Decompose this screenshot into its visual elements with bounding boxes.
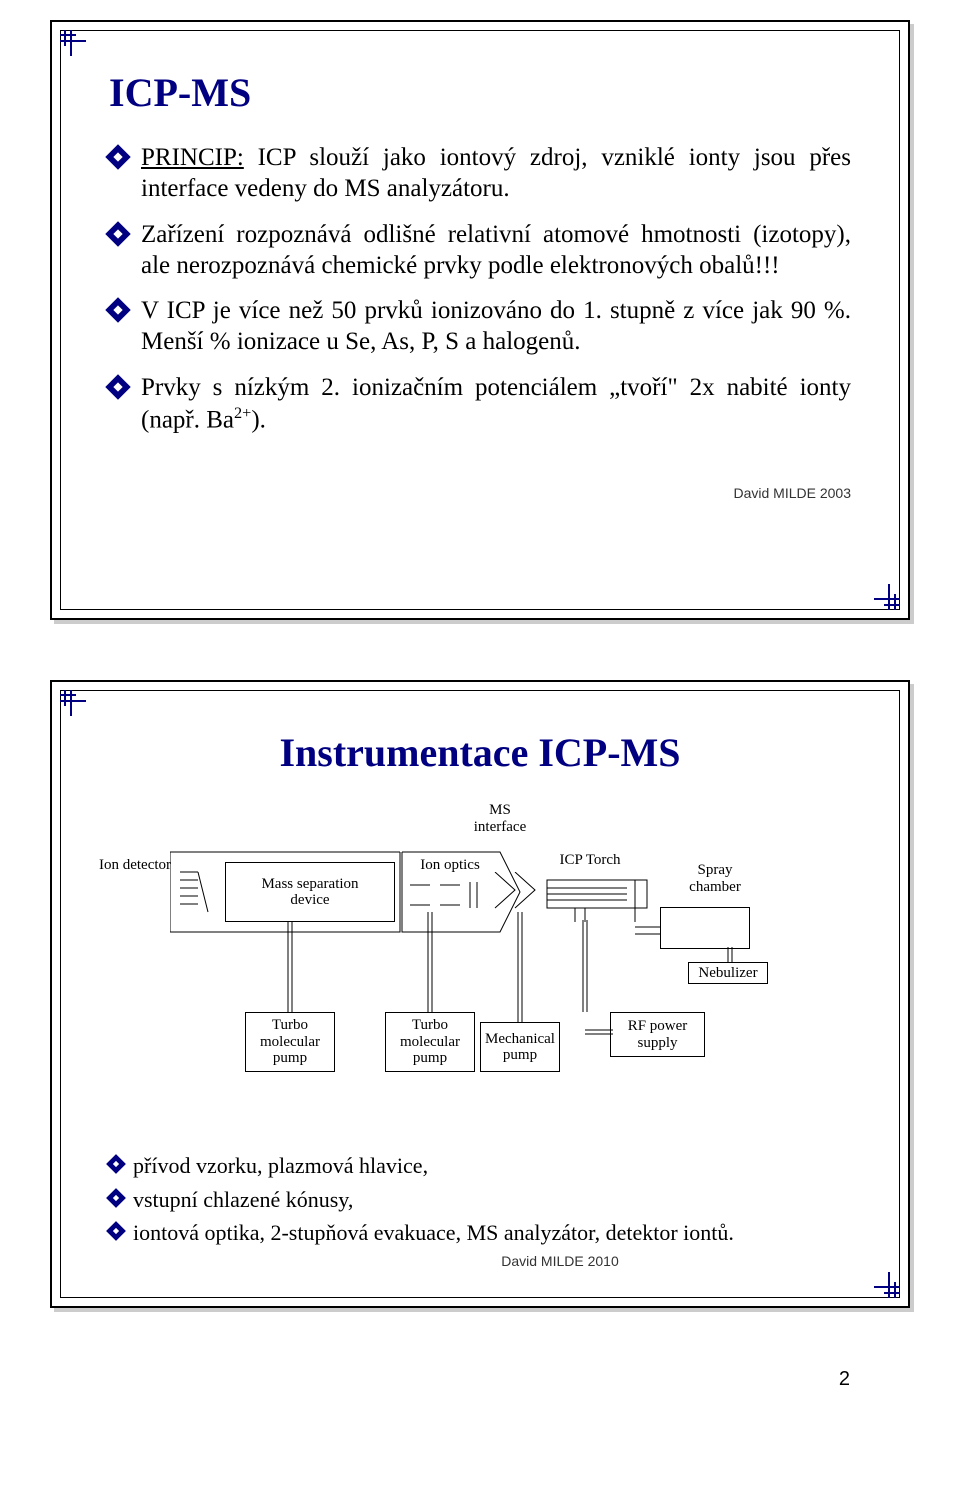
slide-title: Instrumentace ICP-MS [109, 729, 851, 776]
label-icp-torch: ICP Torch [550, 852, 630, 869]
superscript: 2+ [234, 404, 251, 422]
bullet-list: PRINCIP: ICP slouží jako iontový zdroj, … [109, 142, 851, 435]
instrumentation-diagram: MSinterface Ion detector Mass separation… [130, 802, 830, 1132]
bullet-text: přívod vzorku, plazmová hlavice, [133, 1152, 851, 1180]
bullet-icon [105, 221, 130, 246]
bullet-text: V ICP je více než 50 prvků ionizováno do… [141, 295, 851, 358]
bullet-item: vstupní chlazené kónusy, [109, 1186, 851, 1214]
turbo-pump-2-box: Turbomolecularpump [385, 1012, 475, 1072]
rf-horiz-connector-icon [585, 1027, 613, 1037]
bullet-tail: ). [251, 406, 266, 433]
bullet-icon [105, 144, 130, 169]
bullet-text: vstupní chlazené kónusy, [133, 1186, 851, 1214]
bullet-icon [106, 1154, 126, 1174]
slide-2-inner: Instrumentace ICP-MS MSinterface Ion det… [60, 690, 900, 1298]
bullet-list: přívod vzorku, plazmová hlavice, vstupní… [109, 1152, 851, 1247]
bullet-keyword: PRINCIP: [141, 144, 244, 171]
bullet-icon [105, 374, 130, 399]
bullet-item: iontová optika, 2-stupňová evakuace, MS … [109, 1219, 851, 1247]
bullet-icon [106, 1188, 126, 1208]
rf-power-box: RF powersupply [610, 1012, 705, 1057]
bullet-text: Zařízení rozpoznává odlišné relativní at… [141, 219, 851, 282]
bullet-item: Prvky s nízkým 2. ionizačním potenciálem… [109, 372, 851, 436]
label-turbo-pump-1: Turbomolecularpump [260, 1017, 320, 1067]
corner-decoration-tl [60, 30, 80, 50]
bullet-item: V ICP je více než 50 prvků ionizováno do… [109, 295, 851, 358]
corner-decoration-tl [60, 690, 80, 710]
label-nebulizer: Nebulizer [698, 965, 757, 982]
turbo-pump-1-box: Turbomolecularpump [245, 1012, 335, 1072]
slide-1-inner: ICP-MS PRINCIP: ICP slouží jako iontový … [60, 30, 900, 610]
nebulizer-connector-icon [725, 947, 735, 967]
bullet-item: Zařízení rozpoznává odlišné relativní at… [109, 219, 851, 282]
rf-connector-icon [580, 920, 590, 1012]
page-number: 2 [50, 1368, 910, 1391]
bullet-item: přívod vzorku, plazmová hlavice, [109, 1152, 851, 1180]
slide-2: Instrumentace ICP-MS MSinterface Ion det… [50, 680, 910, 1308]
label-turbo-pump-2: Turbomolecularpump [400, 1017, 460, 1067]
label-rf-power: RF powersupply [628, 1018, 688, 1051]
attribution: David MILDE 2010 [269, 1253, 851, 1269]
attribution: David MILDE 2003 [109, 485, 851, 501]
slide-title: ICP-MS [109, 69, 851, 116]
bullet-icon [106, 1221, 126, 1241]
corner-decoration-br [880, 590, 900, 610]
label-ms-interface: MSinterface [460, 802, 540, 835]
spray-chamber-box [660, 907, 750, 949]
mechanical-pump-box: Mechanicalpump [480, 1022, 560, 1072]
label-spray-chamber: Spraychamber [680, 862, 750, 895]
label-ion-detector: Ion detector [90, 857, 180, 874]
bullet-text: iontová optika, 2-stupňová evakuace, MS … [133, 1219, 851, 1247]
bullet-item: PRINCIP: ICP slouží jako iontový zdroj, … [109, 142, 851, 205]
bullet-text: ICP slouží jako iontový zdroj, vzniklé i… [141, 144, 851, 202]
slide-1: ICP-MS PRINCIP: ICP slouží jako iontový … [50, 20, 910, 620]
spray-connector-icon [635, 902, 665, 952]
corner-decoration-br [880, 1278, 900, 1298]
label-mechanical-pump: Mechanicalpump [485, 1031, 555, 1064]
vacuum-chamber-outline [170, 842, 560, 942]
bullet-icon [105, 297, 130, 322]
